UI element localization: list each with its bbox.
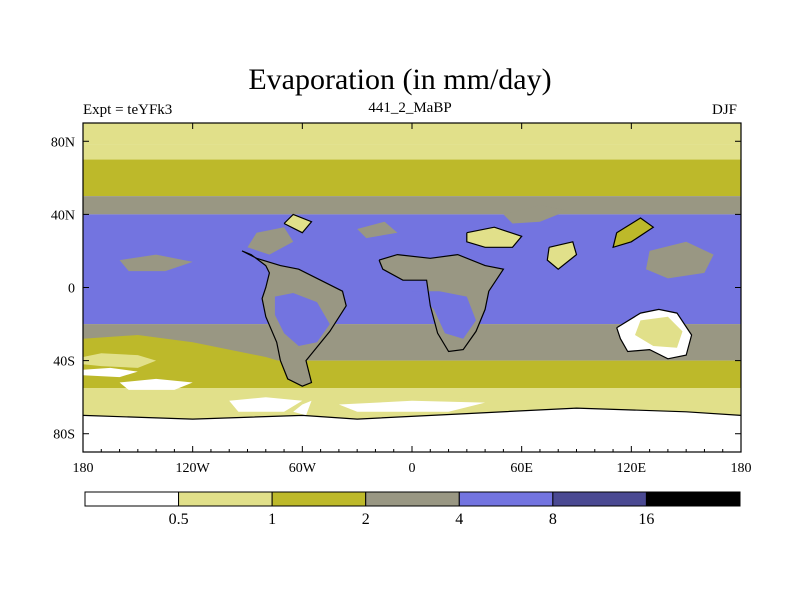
contour-band-2 xyxy=(83,159,741,197)
season-label: DJF xyxy=(712,102,738,118)
colorbar-label-3: 4 xyxy=(455,511,463,528)
x-tick-label-5: 120E xyxy=(617,461,647,476)
y-axis: 80N 40N 0 40S 80S xyxy=(51,135,741,443)
colorbar-box-2 xyxy=(271,491,367,507)
colorbar-label-5: 16 xyxy=(638,511,654,528)
india-land xyxy=(547,241,577,270)
west-pacific-patch xyxy=(646,241,714,279)
x-tick-label-6: 180 xyxy=(731,461,752,476)
colorbar-box-0 xyxy=(84,491,180,507)
weddell-white-patch xyxy=(229,397,303,412)
australia-inner-land xyxy=(635,316,683,348)
coastline-0 xyxy=(378,253,505,353)
antarctic-peninsula-land xyxy=(293,400,312,416)
x-tick-label-1: 120W xyxy=(176,461,211,476)
contour-band-0 xyxy=(83,123,741,145)
pacific-white-patch xyxy=(83,367,138,378)
coastline-2 xyxy=(616,308,693,360)
coastline-4 xyxy=(283,213,313,234)
pacific-tan-patch xyxy=(83,353,157,368)
colorbar-label-1: 1 xyxy=(268,511,276,528)
colorbar-box-5 xyxy=(552,491,647,507)
colorbar-box-4 xyxy=(458,491,554,507)
y-tick-label-0: 80N xyxy=(51,135,75,150)
colorbar: 0.5 1 2 4 8 16 xyxy=(84,491,741,528)
x-tick-label-3: 0 xyxy=(409,461,416,476)
coastline-7 xyxy=(612,217,655,249)
colorbar-label-0: 0.5 xyxy=(169,511,189,528)
coastline-5 xyxy=(466,226,523,248)
experiment-label: Expt = teYFk3 xyxy=(83,102,173,118)
y-tick-label-3: 40S xyxy=(53,355,75,370)
southpac-white-patch xyxy=(119,378,193,390)
chart-title: Evaporation (in mm/day) xyxy=(248,63,552,96)
north-atlantic-land-patch xyxy=(357,221,398,239)
central-pacific-patch xyxy=(119,254,193,272)
east-asia-land xyxy=(613,218,654,248)
y-tick-label-1: 40N xyxy=(51,208,75,223)
antarctica-land xyxy=(83,408,741,452)
southern-band-olive xyxy=(83,335,741,388)
caribbean-patch xyxy=(247,227,294,255)
colorbar-box-3 xyxy=(365,491,460,507)
colorbar-label-2: 2 xyxy=(362,511,370,528)
y-tick-label-2: 0 xyxy=(68,282,75,297)
colorbar-label-4: 8 xyxy=(549,511,557,528)
x-tick-label-4: 60E xyxy=(510,461,533,476)
colorbar-box-1 xyxy=(178,491,273,507)
map-fill-layer xyxy=(83,123,741,452)
coastline-1 xyxy=(241,250,347,387)
colorbar-box-6 xyxy=(645,491,741,507)
x-tick-label-2: 60W xyxy=(289,461,317,476)
contour-band-3 xyxy=(83,196,741,215)
central-africa-land xyxy=(412,291,476,339)
contour-band-1 xyxy=(83,144,741,160)
coastline-6 xyxy=(546,241,578,270)
x-axis: 180 120W 60W 0 60E 120E 180 xyxy=(73,123,752,476)
central-asia-patch xyxy=(503,205,568,224)
y-tick-label-4: 80S xyxy=(53,428,75,443)
x-tick-label-0: 180 xyxy=(73,461,94,476)
period-label: 441_2_MaBP xyxy=(368,100,452,116)
south-white-patch xyxy=(338,400,486,412)
amazon-land xyxy=(274,293,330,346)
coastline-3 xyxy=(83,407,741,420)
coastline-layer xyxy=(83,213,741,420)
